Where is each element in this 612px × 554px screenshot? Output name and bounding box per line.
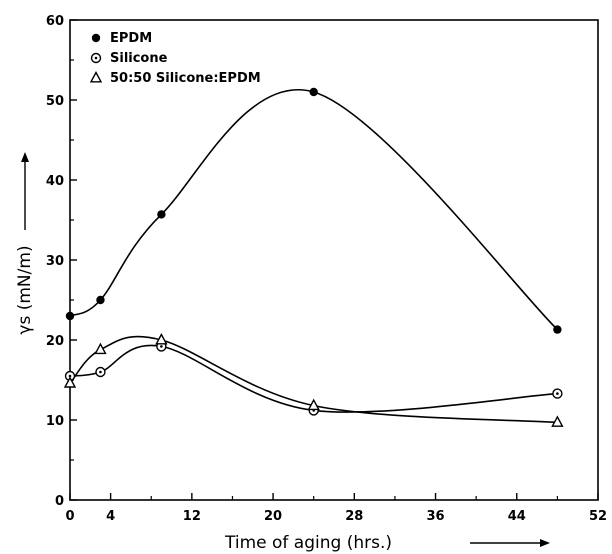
y-axis-arrow-head <box>21 152 29 162</box>
data-point-0 <box>309 87 318 97</box>
data-point-0 <box>96 295 105 305</box>
data-point-1 <box>95 366 106 378</box>
data-point-1 <box>64 370 76 382</box>
x-axis-arrow-head <box>540 539 550 547</box>
series-curves <box>69 89 558 424</box>
data-point-0 <box>65 311 75 321</box>
y-axis-title: γs (mN/m) <box>15 152 35 335</box>
x-tick-label: 36 <box>426 509 444 524</box>
legend-marker-1 <box>90 52 102 64</box>
data-point-0 <box>157 210 166 219</box>
data-point-2 <box>307 398 320 411</box>
legend-label: Silicone <box>110 51 168 66</box>
data-point-1 <box>552 388 563 399</box>
legend-marker-1-dot <box>94 56 98 60</box>
data-point-1-dot <box>556 392 559 395</box>
y-tick-label: 60 <box>46 14 64 29</box>
legend-label: EPDM <box>110 31 152 46</box>
x-tick-label: 52 <box>589 509 607 524</box>
y-tick-label: 30 <box>46 254 64 269</box>
legend-marker-0 <box>91 33 101 43</box>
legend-label: 50:50 Silicone:EPDM <box>110 71 261 86</box>
data-point-1-dot <box>99 370 102 374</box>
x-tick-label: 28 <box>345 509 363 524</box>
y-axis-label: γs (mN/m) <box>15 245 35 334</box>
y-tick-label: 10 <box>46 414 64 429</box>
x-tick-label: 4 <box>106 509 115 524</box>
y-axis-ticks: 0 10 20 30 40 50 60 <box>46 14 77 509</box>
data-point-1-dot <box>160 345 163 348</box>
x-axis-ticks: 0 4 12 20 28 36 44 52 <box>65 493 607 524</box>
x-tick-label: 20 <box>264 509 282 524</box>
y-tick-label: 50 <box>46 94 64 109</box>
data-point-2 <box>155 333 168 345</box>
y-tick-label: 0 <box>55 494 64 509</box>
x-tick-label: 12 <box>183 509 201 524</box>
legend: EPDM Silicone 50:50 Silicone:EPDM <box>89 31 261 86</box>
series-markers <box>63 87 564 427</box>
x-tick-label: 44 <box>508 509 526 524</box>
series-line-0 <box>69 89 558 331</box>
data-point-1-dot <box>68 374 72 378</box>
plot-frame <box>69 19 599 501</box>
x-tick-label: 0 <box>65 509 74 524</box>
data-point-2 <box>551 415 564 427</box>
data-point-2 <box>63 376 77 388</box>
plot-border <box>69 19 599 501</box>
legend-marker-2 <box>89 71 103 83</box>
y-tick-label: 40 <box>46 174 64 189</box>
y-tick-label: 20 <box>46 334 64 349</box>
data-point-0 <box>553 325 562 334</box>
data-point-2 <box>94 342 107 355</box>
x-axis-label: Time of aging (hrs.) <box>224 533 392 553</box>
